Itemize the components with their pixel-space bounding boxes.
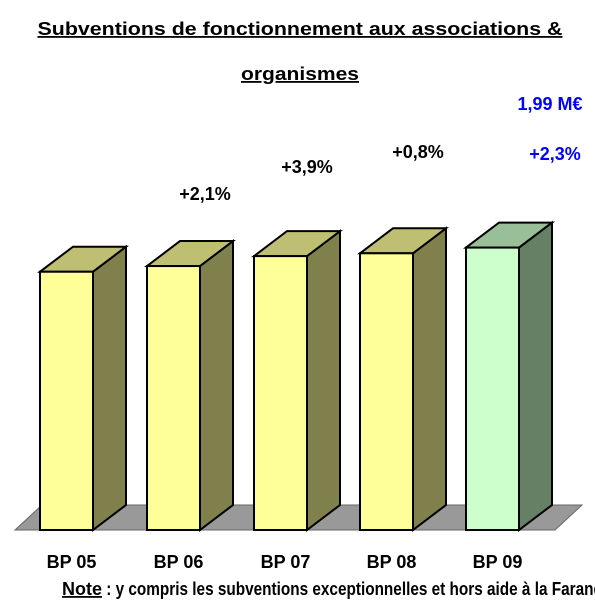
growth-label: +3,9% xyxy=(281,157,333,177)
bar xyxy=(39,270,94,531)
bar xyxy=(146,265,201,531)
note-label: Note xyxy=(62,579,102,599)
bar-side xyxy=(199,239,234,533)
x-tick-label: BP 08 xyxy=(367,552,417,572)
bar xyxy=(465,246,520,531)
growth-label: +2,3% xyxy=(529,144,581,164)
growth-label: +2,1% xyxy=(179,184,231,204)
x-tick-label: BP 06 xyxy=(154,552,204,572)
growth-label: +0,8% xyxy=(392,142,444,162)
bar-side xyxy=(412,226,447,533)
bar-side xyxy=(306,229,341,533)
bar-side xyxy=(92,244,127,533)
value-label: 1,99 M€ xyxy=(517,94,582,114)
bar xyxy=(253,255,308,531)
bar-side xyxy=(518,220,553,533)
x-tick-label: BP 07 xyxy=(261,552,311,572)
chart-title: Subventions de fonctionnement aux associ… xyxy=(38,19,563,84)
note: Note : y compris les subventions excepti… xyxy=(62,579,595,599)
x-tick-label: BP 05 xyxy=(47,552,97,572)
bar xyxy=(359,252,414,532)
note-text: : y compris les subventions exceptionnel… xyxy=(102,579,595,599)
x-tick-label: BP 09 xyxy=(473,552,523,572)
